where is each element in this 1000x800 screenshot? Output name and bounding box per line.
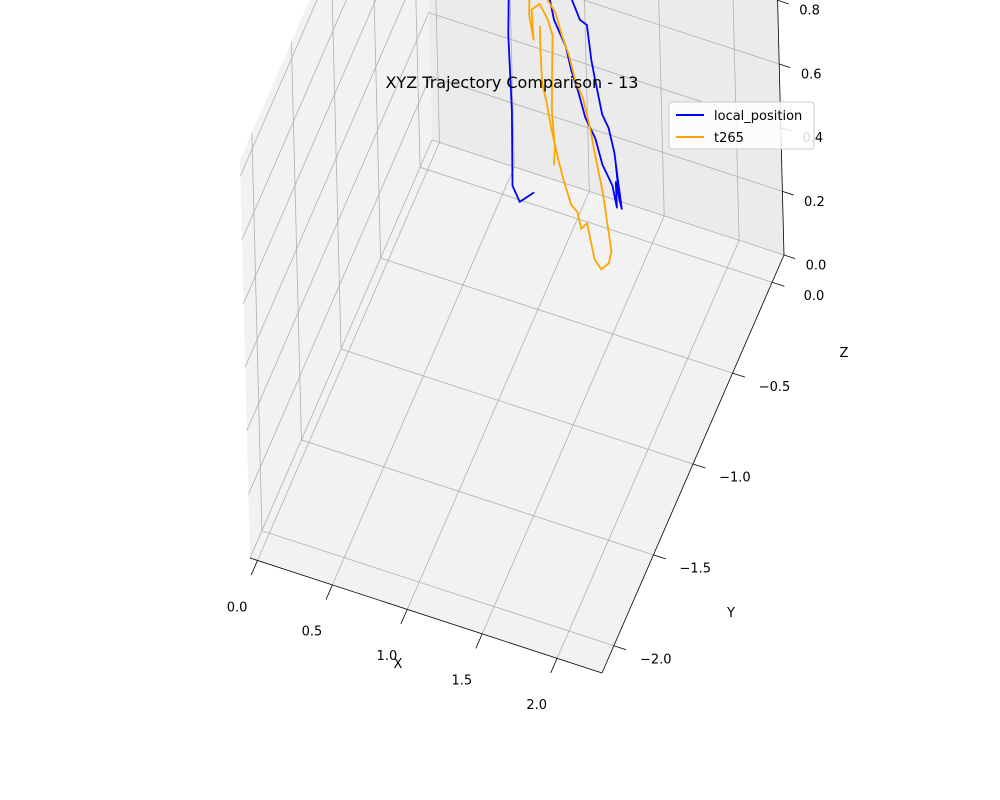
y-tick [692,463,706,469]
y-tick [653,554,666,560]
x-tick-label: 0.5 [302,625,323,640]
legend: local_position t265 [668,101,815,150]
back-pane [428,0,784,255]
grid-line-z [249,139,785,559]
x-axis-label: X [394,657,403,672]
y-tick-label: −1.5 [680,562,712,577]
legend-label-t265: t265 [714,131,744,146]
chart-title: XYZ Trajectory Comparison - 13 [386,73,639,92]
series-layer [507,0,623,271]
y-tick-label: −2.0 [640,652,672,667]
grid-line-z [244,0,780,368]
x-tick-label: 1.0 [377,649,398,664]
side-pane [240,0,432,558]
x-tick [400,609,408,625]
y-tick-label: 0.0 [804,289,825,304]
y-tick-label: −0.5 [759,380,791,395]
x-tick-label: 2.0 [526,698,547,713]
x-tick [475,633,483,649]
grid-line-z [240,0,318,177]
grid-line-z [246,12,781,431]
series-line-local-position [507,0,623,210]
grid-line-z [243,0,778,304]
z-tick [782,190,794,196]
axes-panes [240,0,784,673]
z-tick-label: 0.0 [806,259,827,274]
x-axis-line [249,557,603,674]
x-tick-label: 1.5 [451,674,472,689]
z-tick [777,0,789,5]
y-tick [732,372,746,378]
z-axis-label: Z [840,346,849,361]
z-axis-line [777,0,785,256]
legend-box [668,101,815,150]
legend-label-local-position: local_position [714,109,802,124]
y-tick [613,645,627,651]
grid-line-z [241,0,347,240]
y-axis-label: Y [726,606,735,621]
grid-line-z [248,75,783,495]
x-tick [250,560,258,576]
z-tick-label: 0.2 [804,195,825,210]
x-tick-label: 0.0 [227,600,248,615]
x-tick [550,658,558,674]
series-line-t265 [528,0,613,271]
tick-marks: 0.0 0.5 1.0 1.5 2.0 0.0 −0.5 −1.0 −1.5 −2.0 0.0 0.2… [227,0,827,713]
z-tick-label: 0.8 [799,4,820,19]
z-tick [783,254,796,260]
z-tick-label: 0.6 [801,67,822,82]
grid-lines [240,0,785,659]
y-tick-label: −1.0 [719,471,751,486]
y-tick [772,281,785,287]
z-tick [779,63,791,68]
x-tick [325,584,333,600]
